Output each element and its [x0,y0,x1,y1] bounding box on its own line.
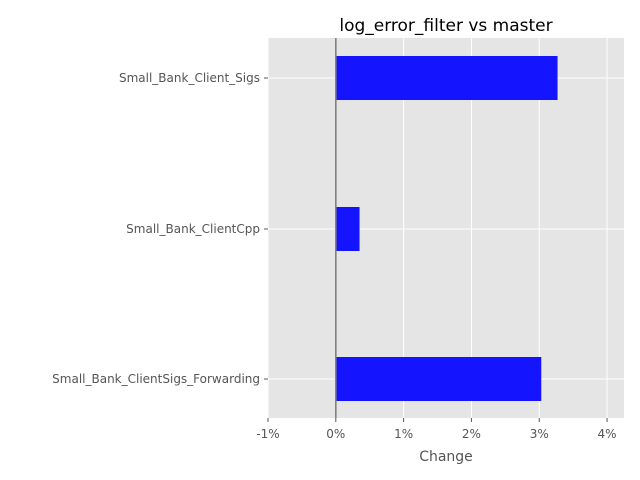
bar [335,56,558,100]
y-tick-label: Small_Bank_Client_Sigs [119,71,260,85]
x-tick-label: 1% [394,427,413,441]
plot-background [268,38,624,418]
bar [335,357,542,401]
bar [335,207,360,251]
chart-title: log_error_filter vs master [339,16,552,36]
y-axis-ticks: Small_Bank_Client_Sigs Small_Bank_ClientC… [52,71,268,386]
x-tick-label: -1% [256,427,279,441]
y-tick-label: Small_Bank_ClientCpp [126,222,260,236]
x-tick-label: 4% [598,427,617,441]
x-tick-label: 3% [530,427,549,441]
y-tick-label: Small_Bank_ClientSigs_Forwarding [52,372,260,386]
bars [335,56,558,401]
x-tick-label: 0% [326,427,345,441]
x-axis-label: Change [419,449,473,465]
x-tick-label: 2% [462,427,481,441]
x-axis-ticks: -1% 0% 1% 2% 3% 4% [256,418,617,441]
